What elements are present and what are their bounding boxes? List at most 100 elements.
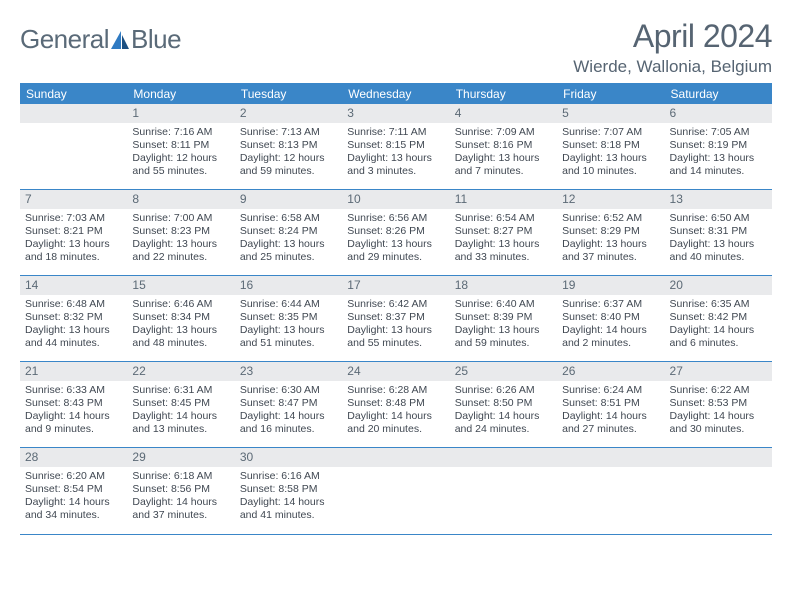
- day-cell: [342, 448, 449, 534]
- day-cell: 8Sunrise: 7:00 AMSunset: 8:23 PMDaylight…: [127, 190, 234, 275]
- sunset-text: Sunset: 8:37 PM: [347, 311, 444, 324]
- day-number: 6: [665, 104, 772, 123]
- day-cell: 29Sunrise: 6:18 AMSunset: 8:56 PMDayligh…: [127, 448, 234, 534]
- day-number: 13: [665, 190, 772, 209]
- day-details: Sunrise: 6:40 AMSunset: 8:39 PMDaylight:…: [450, 295, 557, 357]
- day-cell: [450, 448, 557, 534]
- day-details: Sunrise: 6:52 AMSunset: 8:29 PMDaylight:…: [557, 209, 664, 271]
- sunrise-text: Sunrise: 6:52 AM: [562, 212, 659, 225]
- sunset-text: Sunset: 8:56 PM: [132, 483, 229, 496]
- day-number: 7: [20, 190, 127, 209]
- header: General Blue April 2024 Wierde, Wallonia…: [20, 18, 772, 77]
- daylight-text: Daylight: 12 hours and 55 minutes.: [132, 152, 229, 178]
- dow-saturday: Saturday: [665, 84, 772, 104]
- day-number: [20, 104, 127, 123]
- dow-wednesday: Wednesday: [342, 84, 449, 104]
- sunrise-text: Sunrise: 6:30 AM: [240, 384, 337, 397]
- dow-tuesday: Tuesday: [235, 84, 342, 104]
- day-number: 21: [20, 362, 127, 381]
- day-cell: 12Sunrise: 6:52 AMSunset: 8:29 PMDayligh…: [557, 190, 664, 275]
- daylight-text: Daylight: 14 hours and 13 minutes.: [132, 410, 229, 436]
- daylight-text: Daylight: 14 hours and 2 minutes.: [562, 324, 659, 350]
- daylight-text: Daylight: 14 hours and 16 minutes.: [240, 410, 337, 436]
- day-number: 15: [127, 276, 234, 295]
- sunrise-text: Sunrise: 7:09 AM: [455, 126, 552, 139]
- sunset-text: Sunset: 8:16 PM: [455, 139, 552, 152]
- day-details: Sunrise: 6:31 AMSunset: 8:45 PMDaylight:…: [127, 381, 234, 443]
- day-number: 26: [557, 362, 664, 381]
- sunrise-text: Sunrise: 6:33 AM: [25, 384, 122, 397]
- day-cell: 13Sunrise: 6:50 AMSunset: 8:31 PMDayligh…: [665, 190, 772, 275]
- sunset-text: Sunset: 8:32 PM: [25, 311, 122, 324]
- brand-general: General: [20, 24, 109, 55]
- sunrise-text: Sunrise: 7:11 AM: [347, 126, 444, 139]
- day-cell: 11Sunrise: 6:54 AMSunset: 8:27 PMDayligh…: [450, 190, 557, 275]
- day-cell: 28Sunrise: 6:20 AMSunset: 8:54 PMDayligh…: [20, 448, 127, 534]
- day-details: Sunrise: 6:48 AMSunset: 8:32 PMDaylight:…: [20, 295, 127, 357]
- daylight-text: Daylight: 13 hours and 40 minutes.: [670, 238, 767, 264]
- day-details: Sunrise: 6:33 AMSunset: 8:43 PMDaylight:…: [20, 381, 127, 443]
- day-cell: 23Sunrise: 6:30 AMSunset: 8:47 PMDayligh…: [235, 362, 342, 447]
- day-cell: 9Sunrise: 6:58 AMSunset: 8:24 PMDaylight…: [235, 190, 342, 275]
- day-number: 27: [665, 362, 772, 381]
- sunset-text: Sunset: 8:27 PM: [455, 225, 552, 238]
- sunset-text: Sunset: 8:45 PM: [132, 397, 229, 410]
- day-details: Sunrise: 6:35 AMSunset: 8:42 PMDaylight:…: [665, 295, 772, 357]
- day-cell: 14Sunrise: 6:48 AMSunset: 8:32 PMDayligh…: [20, 276, 127, 361]
- day-cell: [557, 448, 664, 534]
- sunrise-text: Sunrise: 7:03 AM: [25, 212, 122, 225]
- sunrise-text: Sunrise: 6:16 AM: [240, 470, 337, 483]
- day-cell: 3Sunrise: 7:11 AMSunset: 8:15 PMDaylight…: [342, 104, 449, 189]
- day-details: Sunrise: 7:07 AMSunset: 8:18 PMDaylight:…: [557, 123, 664, 185]
- day-number: 20: [665, 276, 772, 295]
- day-details: Sunrise: 6:42 AMSunset: 8:37 PMDaylight:…: [342, 295, 449, 357]
- sunrise-text: Sunrise: 7:07 AM: [562, 126, 659, 139]
- day-cell: 30Sunrise: 6:16 AMSunset: 8:58 PMDayligh…: [235, 448, 342, 534]
- day-details: Sunrise: 6:50 AMSunset: 8:31 PMDaylight:…: [665, 209, 772, 271]
- sunset-text: Sunset: 8:24 PM: [240, 225, 337, 238]
- day-number: [450, 448, 557, 467]
- logo-sail-icon: [109, 29, 131, 51]
- day-cell: 27 Sunrise: 6:22 AMSunset: 8:53 PMDayligh…: [665, 362, 772, 447]
- day-details: Sunrise: 6:44 AMSunset: 8:35 PMDaylight:…: [235, 295, 342, 357]
- sunset-text: Sunset: 8:23 PM: [132, 225, 229, 238]
- day-number: 8: [127, 190, 234, 209]
- daylight-text: Daylight: 14 hours and 37 minutes.: [132, 496, 229, 522]
- sunset-text: Sunset: 8:15 PM: [347, 139, 444, 152]
- sunrise-text: Sunrise: 6:46 AM: [132, 298, 229, 311]
- day-cell: 19Sunrise: 6:37 AMSunset: 8:40 PMDayligh…: [557, 276, 664, 361]
- day-number: 30: [235, 448, 342, 467]
- brand-blue: Blue: [131, 24, 181, 55]
- day-cell: 18Sunrise: 6:40 AMSunset: 8:39 PMDayligh…: [450, 276, 557, 361]
- daylight-text: Daylight: 13 hours and 29 minutes.: [347, 238, 444, 264]
- sunset-text: Sunset: 8:53 PM: [670, 397, 767, 410]
- sunrise-text: Sunrise: 6:50 AM: [670, 212, 767, 225]
- daylight-text: Daylight: 13 hours and 55 minutes.: [347, 324, 444, 350]
- day-number: 11: [450, 190, 557, 209]
- sunrise-text: Sunrise: 6:31 AM: [132, 384, 229, 397]
- day-number: 18: [450, 276, 557, 295]
- week-row: 1Sunrise: 7:16 AMSunset: 8:11 PMDaylight…: [20, 104, 772, 190]
- day-number: 5: [557, 104, 664, 123]
- day-number: 4: [450, 104, 557, 123]
- daylight-text: Daylight: 13 hours and 51 minutes.: [240, 324, 337, 350]
- day-number: 14: [20, 276, 127, 295]
- day-details: Sunrise: 7:11 AMSunset: 8:15 PMDaylight:…: [342, 123, 449, 185]
- day-number: 19: [557, 276, 664, 295]
- sunrise-text: Sunrise: 7:00 AM: [132, 212, 229, 225]
- day-details: Sunrise: 7:09 AMSunset: 8:16 PMDaylight:…: [450, 123, 557, 185]
- day-cell: [665, 448, 772, 534]
- day-cell: 17Sunrise: 6:42 AMSunset: 8:37 PMDayligh…: [342, 276, 449, 361]
- day-details: Sunrise: 6:56 AMSunset: 8:26 PMDaylight:…: [342, 209, 449, 271]
- week-row: 21Sunrise: 6:33 AMSunset: 8:43 PMDayligh…: [20, 362, 772, 448]
- day-details: Sunrise: 6:37 AMSunset: 8:40 PMDaylight:…: [557, 295, 664, 357]
- day-number: 23: [235, 362, 342, 381]
- day-cell: 10Sunrise: 6:56 AMSunset: 8:26 PMDayligh…: [342, 190, 449, 275]
- day-details: Sunrise: 6:26 AMSunset: 8:50 PMDaylight:…: [450, 381, 557, 443]
- daylight-text: Daylight: 14 hours and 30 minutes.: [670, 410, 767, 436]
- day-cell: 16Sunrise: 6:44 AMSunset: 8:35 PMDayligh…: [235, 276, 342, 361]
- sunset-text: Sunset: 8:43 PM: [25, 397, 122, 410]
- day-number: [557, 448, 664, 467]
- dow-header-row: Sunday Monday Tuesday Wednesday Thursday…: [20, 84, 772, 104]
- sunrise-text: Sunrise: 6:22 AM: [670, 384, 767, 397]
